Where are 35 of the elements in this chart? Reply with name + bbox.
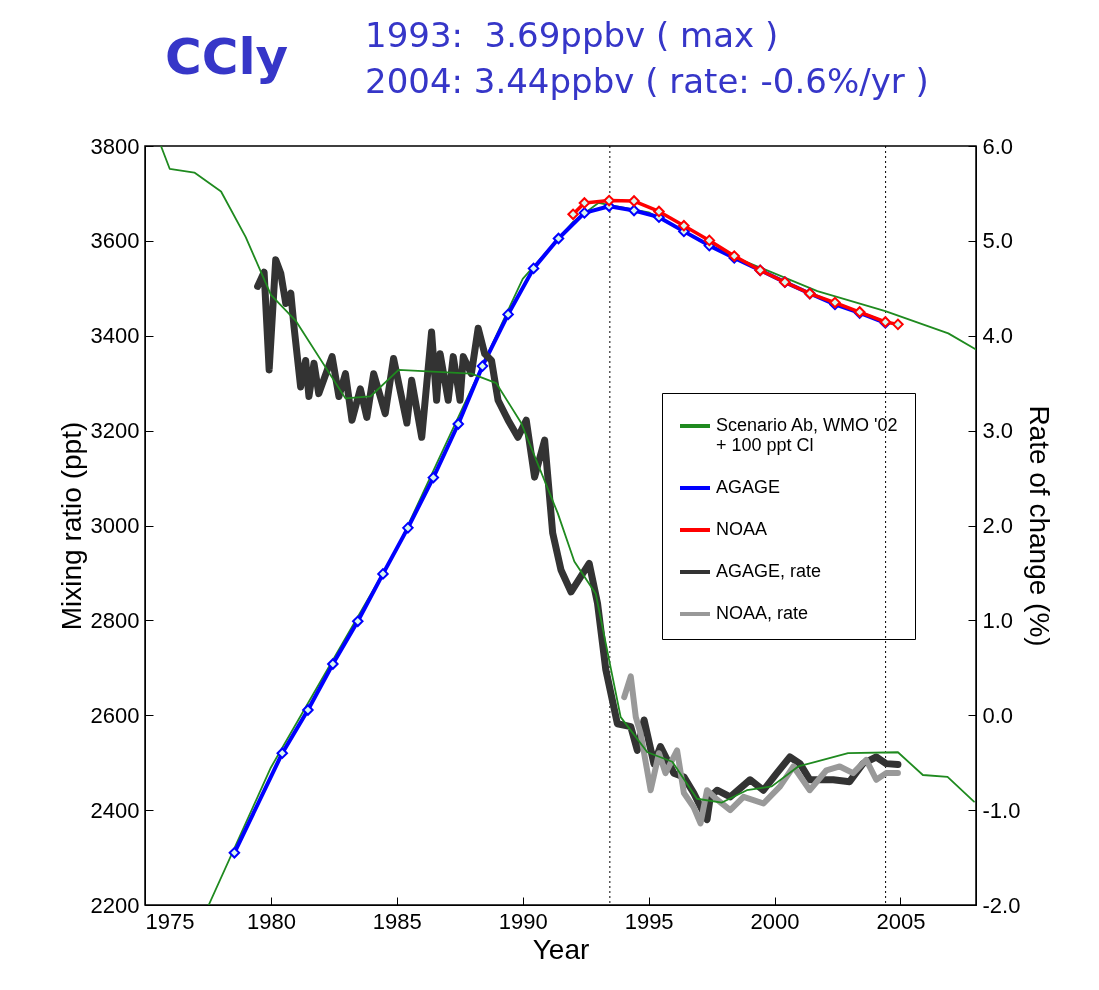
y2-axis-title: Rate of change (%) [1024,405,1056,647]
y2-tick-label: 4.0 [982,323,1014,349]
x-tick-label: 1980 [246,908,296,934]
y-tick-label: 2600 [90,702,140,728]
y-tick-label: 2400 [90,797,140,823]
y-axis-title: Mixing ratio (ppt) [55,421,87,631]
y2-tick-label: -2.0 [982,892,1021,918]
y-tick-label: 3800 [90,133,140,159]
chart-subtitle: 1993: 3.69ppbv ( max ) 2004: 3.44ppbv ( rate: -0.6%/yr ) [365,14,929,103]
y2-tick-label: -1.0 [982,797,1021,823]
x-tick-label: 2005 [876,908,926,934]
y-tick-label: 3400 [90,323,140,349]
x-tick-label: 1985 [372,908,422,934]
legend-label: NOAA [716,519,768,539]
y2-tick-label: 0.0 [982,702,1014,728]
legend-label: AGAGE [716,477,781,497]
x-tick-label: 1990 [498,908,548,934]
legend-label: Scenario Ab, WMO '02 + 100 ppt Cl [716,415,898,455]
y2-tick-label: 5.0 [982,228,1014,254]
y-tick-label: 2200 [90,892,140,918]
legend-label: AGAGE, rate [716,561,822,581]
y-tick-label: 2800 [90,607,140,633]
y-tick-label: 3200 [90,418,140,444]
y2-tick-label: 1.0 [982,607,1014,633]
chart-title: CCly [165,28,289,86]
legend-label: NOAA, rate [716,603,809,623]
x-axis-title: Year [532,933,590,965]
x-tick-label: 1995 [624,908,674,934]
y2-tick-label: 6.0 [982,133,1014,159]
y2-tick-label: 2.0 [982,513,1014,538]
y2-tick-label: 3.0 [982,418,1014,444]
y-tick-label: 3000 [90,513,140,538]
y-tick-label: 3600 [90,228,140,254]
x-tick-label: 1975 [145,908,195,934]
x-tick-label: 2000 [750,908,800,934]
